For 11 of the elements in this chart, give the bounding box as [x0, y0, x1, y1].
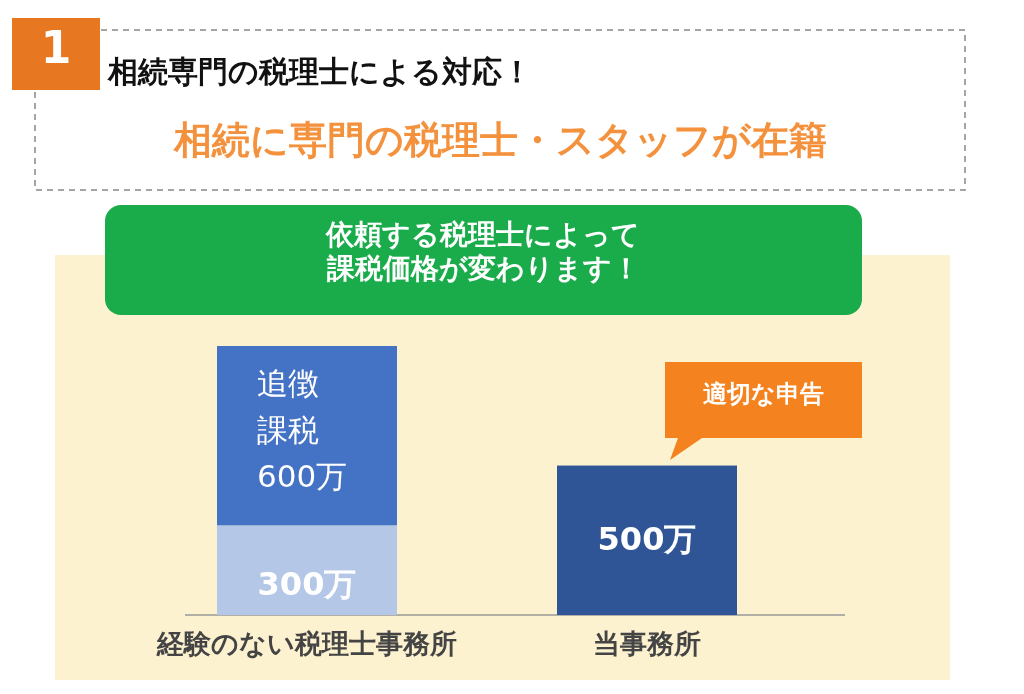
x-tick-label: 経験のない税理士事務所: [155, 628, 458, 661]
data-label: 500万: [596, 520, 698, 559]
data-label: 600万: [257, 457, 348, 496]
x-tick-label: 当事務所: [593, 628, 701, 659]
series-label: 追徴課税: [257, 364, 320, 450]
chart-title: 相続専門の税理士による対応！: [108, 54, 532, 90]
annotation: 適切な申告: [702, 380, 825, 409]
data-label: 300万: [256, 565, 358, 604]
text: 1: [39, 22, 73, 75]
chart-subtitle: 相続に専門の税理士・スタッフが在籍: [172, 118, 828, 164]
text: 依頼する税理士によって課税価格が変わります！: [324, 218, 641, 286]
